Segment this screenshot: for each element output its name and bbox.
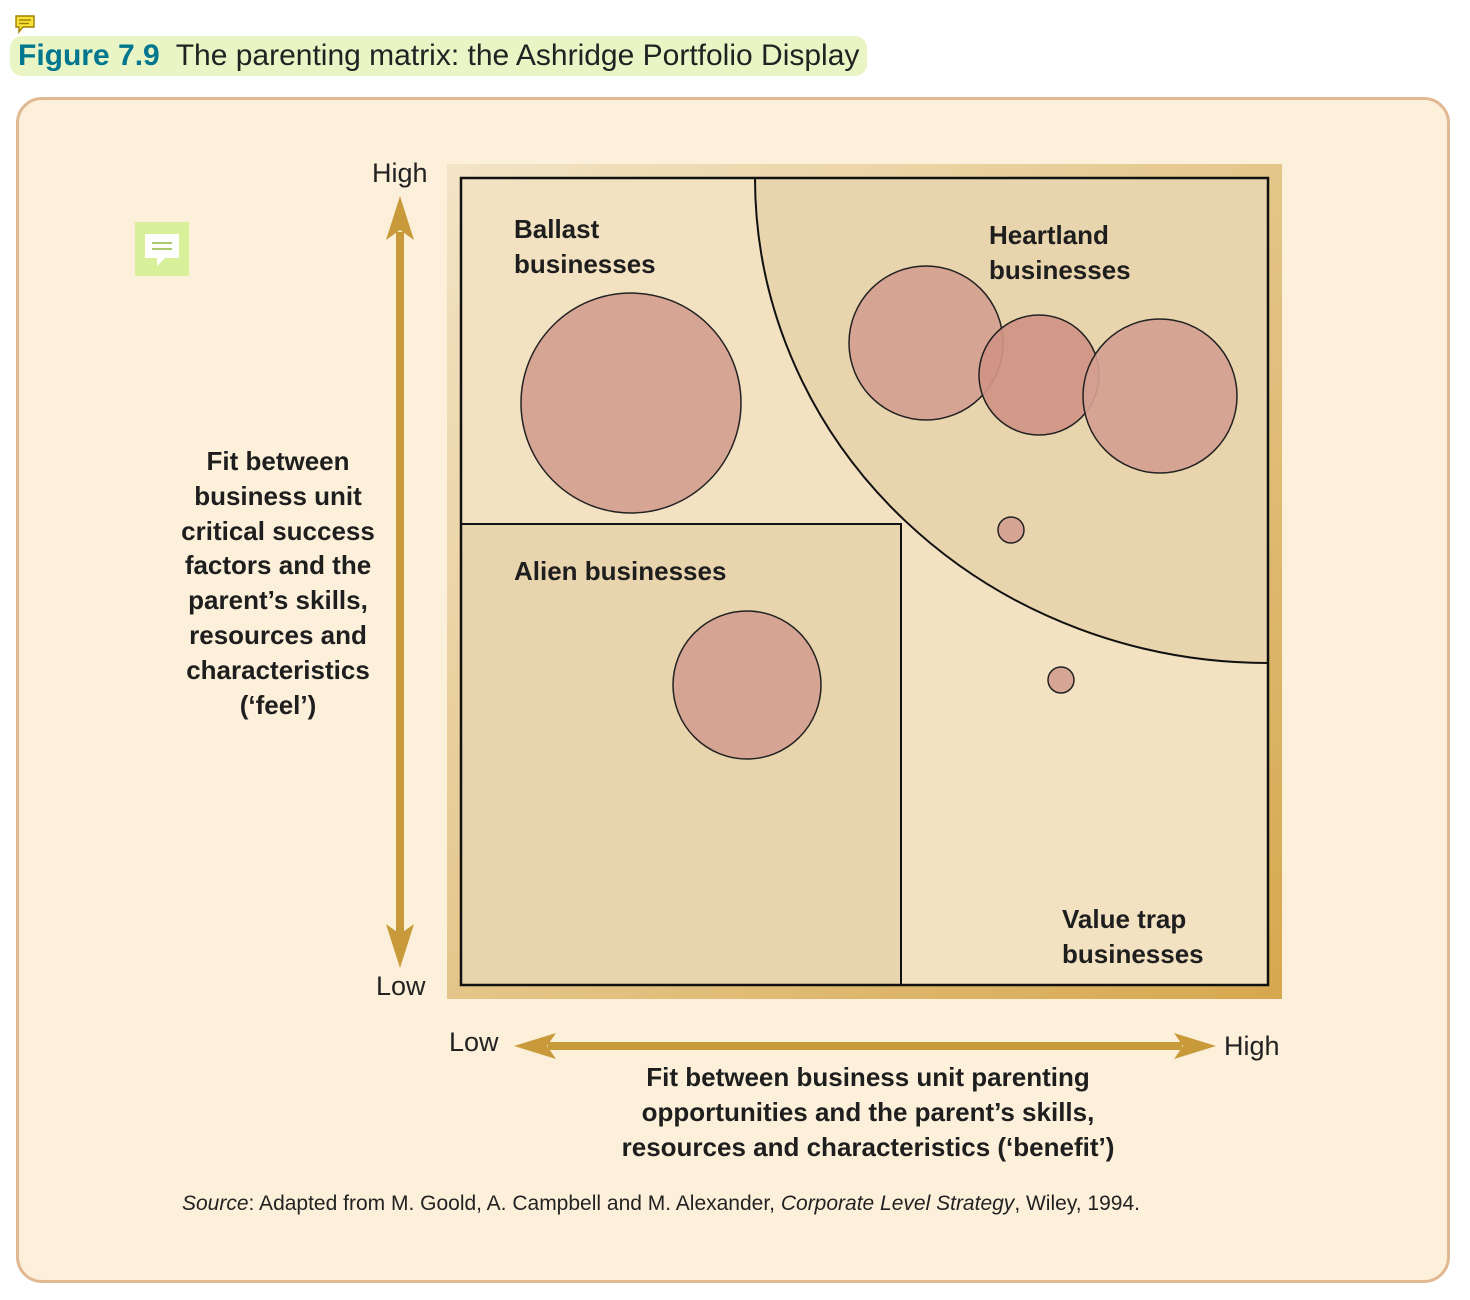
- y-axis-arrow: [386, 196, 414, 968]
- source-text-after: , Wiley, 1994.: [1014, 1192, 1140, 1215]
- source-book-title: Corporate Level Strategy: [780, 1192, 1015, 1215]
- ballast-bubble: [520, 292, 742, 514]
- comment-note-icon[interactable]: [14, 14, 36, 34]
- alien-label: Alien businesses: [514, 556, 727, 586]
- small-bubble-1: [997, 516, 1025, 544]
- alien-region: [460, 523, 902, 986]
- y-axis-high-label: High: [372, 158, 428, 188]
- source-prefix: Source: [182, 1192, 249, 1215]
- x-axis-low-label: Low: [449, 1027, 499, 1057]
- heartland-bubble-2: [978, 314, 1100, 436]
- alien-bubble: [672, 610, 822, 760]
- source-citation: Source: Adapted from M. Goold, A. Campbe…: [182, 1192, 1140, 1216]
- source-text-before: : Adapted from M. Goold, A. Campbell and…: [248, 1192, 781, 1215]
- comment-note-icon[interactable]: [135, 222, 189, 276]
- heartland-label: Heartland businesses: [989, 220, 1131, 285]
- y-axis-description: Fit between business unit critical succe…: [181, 446, 375, 720]
- bubbles: [520, 265, 1238, 760]
- x-axis-high-label: High: [1224, 1031, 1280, 1061]
- x-axis-arrow: [514, 1033, 1216, 1059]
- heartland-bubble-1: [848, 265, 1004, 421]
- figure-number: Figure 7.9: [18, 39, 160, 72]
- value-trap-label: Value trap businesses: [1062, 904, 1204, 969]
- small-bubble-2: [1047, 666, 1075, 694]
- y-axis-low-label: Low: [376, 971, 426, 1001]
- ballast-label: Ballast businesses: [514, 214, 656, 279]
- x-axis-description: Fit between business unit parenting oppo…: [621, 1062, 1115, 1162]
- heartland-bubble-3: [1082, 318, 1238, 474]
- matrix-border: [459, 176, 1270, 987]
- figure-title-bar: Figure 7.9 The parenting matrix: the Ash…: [10, 36, 868, 76]
- figure-title: The parenting matrix: the Ashridge Portf…: [175, 39, 860, 72]
